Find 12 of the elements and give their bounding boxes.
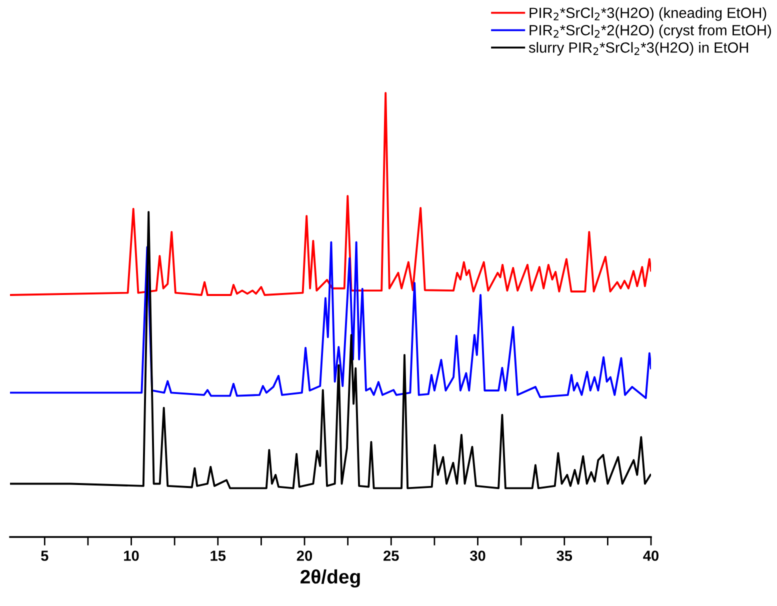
x-tick-label: 5 [41, 550, 48, 561]
x-tick-label: 25 [384, 550, 399, 561]
x-tick-label: 35 [556, 550, 572, 561]
x-tick-label: 10 [124, 550, 139, 561]
x-tick-label: 15 [210, 550, 226, 561]
legend-label: slurry PIR$_{2}$*SrCl$_{2}$*3(H2O) in EtOH [528, 42, 748, 56]
legend-label: PIR$_{2}$*SrCl$_{2}$*2(H2O) (cryst from EtOH) [530, 24, 771, 38]
x-tick-label: 40 [643, 550, 659, 561]
x-axis-title: 2θ/deg [300, 569, 360, 588]
x-tick-label: 20 [296, 550, 312, 561]
legend-label: PIR$_{2}$*SrCl$_{2}$*3(H2O) (kneading EtOH) [530, 7, 766, 21]
x-tick-label: 30 [470, 550, 486, 561]
